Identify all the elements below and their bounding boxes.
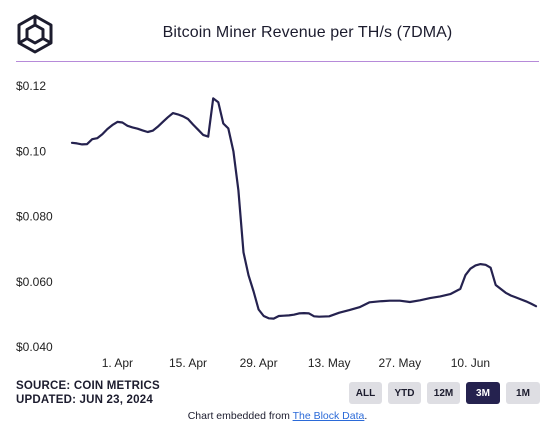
x-tick-label: 29. Apr [240,356,278,370]
range-button-3m[interactable]: 3M [466,382,500,404]
x-tick-label: 13. May [308,356,351,370]
range-button-1m[interactable]: 1M [506,382,540,404]
x-tick-label: 1. Apr [102,356,133,370]
y-tick-label: $0.040 [16,340,53,354]
source-label: SOURCE: COIN METRICS [16,380,160,392]
y-tick-label: $0.12 [16,79,46,93]
x-tick-label: 27. May [378,356,421,370]
range-button-all[interactable]: ALL [349,382,382,404]
chart-title: Bitcoin Miner Revenue per TH/s (7DMA) [162,24,453,41]
the-block-data-link[interactable]: The Block Data [292,410,365,422]
range-button-12m[interactable]: 12M [427,382,460,404]
the-block-logo [16,14,54,54]
y-tick-label: $0.080 [16,210,53,224]
series-line-revenue-per-ths [70,97,538,320]
y-tick-label: $0.10 [16,144,46,158]
y-tick-label: $0.060 [16,275,53,289]
embed-suffix: . [364,410,368,422]
updated-label: UPDATED: JUN 23, 2024 [16,394,153,406]
embed-prefix: Chart embedded from [187,410,293,422]
x-tick-label: 15. Apr [169,356,207,370]
source-block: SOURCE: COIN METRICS UPDATED: JUN 23, 20… [16,379,160,407]
range-selector: ALL YTD 12M 3M 1M [349,382,540,404]
x-tick-label: 10. Jun [451,356,490,370]
title-divider [16,61,539,62]
embed-note: Chart embedded from The Block Data. [0,410,555,422]
y-axis: $0.12 $0.10 $0.080 $0.060 $0.040 [16,79,53,354]
x-axis: 1. Apr 15. Apr 29. Apr 13. May 27. May 10. Ju… [102,356,490,370]
range-button-ytd[interactable]: YTD [388,382,421,404]
